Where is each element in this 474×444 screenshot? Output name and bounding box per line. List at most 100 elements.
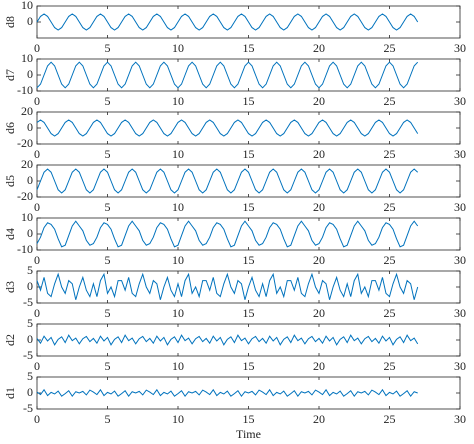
x-tick-label: 0 xyxy=(34,147,40,161)
x-tick-label: 25 xyxy=(384,306,396,320)
axes-frame xyxy=(36,111,461,145)
y-axis-label: d3 xyxy=(3,281,17,293)
y-axis-label: d7 xyxy=(3,69,17,81)
x-tick-label: 20 xyxy=(313,359,325,373)
y-axis-label: d5 xyxy=(3,175,17,187)
data-line xyxy=(36,13,419,31)
x-tick-label: 5 xyxy=(105,412,111,426)
x-tick-label: 15 xyxy=(243,200,255,214)
x-tick-label: 20 xyxy=(313,94,325,108)
x-tick-label: 5 xyxy=(105,359,111,373)
y-tick-label: 20 xyxy=(21,104,33,118)
y-tick-label: 20 xyxy=(21,157,33,171)
x-axis-label: Time xyxy=(236,427,261,441)
x-tick-label: 30 xyxy=(454,412,466,426)
x-tick-label: 15 xyxy=(243,359,255,373)
x-tick-label: 20 xyxy=(313,41,325,55)
x-tick-label: 20 xyxy=(313,412,325,426)
x-tick-label: 5 xyxy=(105,306,111,320)
y-tick-label: -5 xyxy=(23,295,33,309)
x-tick-label: 5 xyxy=(105,147,111,161)
x-tick-label: 25 xyxy=(384,94,396,108)
x-tick-label: 10 xyxy=(172,412,184,426)
x-tick-label: 10 xyxy=(172,147,184,161)
x-tick-label: 10 xyxy=(172,253,184,267)
x-tick-label: 0 xyxy=(34,253,40,267)
data-line xyxy=(36,334,419,346)
x-tick-label: 10 xyxy=(172,200,184,214)
x-tick-label: 15 xyxy=(243,412,255,426)
y-axis-label: d2 xyxy=(3,334,17,346)
y-tick-label: -20 xyxy=(17,136,33,150)
y-tick-label: 5 xyxy=(27,316,33,330)
x-tick-label: 15 xyxy=(243,253,255,267)
x-tick-label: 30 xyxy=(454,147,466,161)
x-tick-label: 0 xyxy=(34,306,40,320)
y-tick-label: 0 xyxy=(27,120,33,134)
y-tick-label: 10 xyxy=(21,51,33,65)
x-tick-label: 25 xyxy=(384,253,396,267)
x-tick-label: 10 xyxy=(172,306,184,320)
x-tick-label: 20 xyxy=(313,253,325,267)
y-axis-label: d1 xyxy=(3,387,17,399)
x-tick-label: 0 xyxy=(34,94,40,108)
axes-frame xyxy=(36,164,461,198)
y-axis-label: d4 xyxy=(3,228,17,240)
data-line xyxy=(36,388,418,398)
x-tick-label: 30 xyxy=(454,94,466,108)
x-tick-label: 15 xyxy=(243,41,255,55)
y-tick-label: 0 xyxy=(27,385,33,399)
data-line xyxy=(36,272,419,300)
x-tick-label: 30 xyxy=(454,359,466,373)
x-tick-label: 15 xyxy=(243,147,255,161)
y-tick-label: 0 xyxy=(27,14,33,28)
x-tick-label: 30 xyxy=(454,41,466,55)
x-tick-label: 25 xyxy=(384,41,396,55)
x-tick-label: 10 xyxy=(172,41,184,55)
x-tick-label: 20 xyxy=(313,306,325,320)
y-axis-label: d8 xyxy=(3,16,17,28)
y-axis-label: d6 xyxy=(3,122,17,134)
x-tick-label: 5 xyxy=(105,253,111,267)
x-tick-label: 0 xyxy=(34,41,40,55)
y-tick-label: 5 xyxy=(27,263,33,277)
x-tick-label: 30 xyxy=(454,253,466,267)
x-tick-label: 5 xyxy=(105,41,111,55)
data-line xyxy=(36,61,419,89)
y-tick-label: 0 xyxy=(27,67,33,81)
y-tick-label: -5 xyxy=(23,348,33,362)
y-tick-label: 0 xyxy=(27,173,33,187)
y-tick-label: 10 xyxy=(21,210,33,224)
y-tick-label: -5 xyxy=(23,401,33,415)
data-line xyxy=(36,119,419,137)
y-tick-label: 0 xyxy=(27,226,33,240)
y-tick-label: -10 xyxy=(17,83,33,97)
y-tick-label: -20 xyxy=(17,189,33,203)
x-tick-label: 15 xyxy=(243,306,255,320)
axes-frame xyxy=(36,217,461,251)
x-tick-label: 0 xyxy=(34,200,40,214)
x-tick-label: 5 xyxy=(105,200,111,214)
y-tick-label: 0 xyxy=(27,279,33,293)
x-tick-label: 10 xyxy=(172,359,184,373)
x-tick-label: 20 xyxy=(313,200,325,214)
y-tick-label: 5 xyxy=(27,369,33,383)
x-tick-label: 25 xyxy=(384,200,396,214)
x-tick-label: 30 xyxy=(454,306,466,320)
axes-frame xyxy=(36,58,461,92)
y-tick-label: 10 xyxy=(21,0,33,12)
x-tick-label: 5 xyxy=(105,94,111,108)
y-tick-label: 0 xyxy=(27,332,33,346)
x-tick-label: 15 xyxy=(243,94,255,108)
data-line xyxy=(36,220,419,248)
y-tick-label: -10 xyxy=(17,242,33,256)
x-tick-label: 0 xyxy=(34,412,40,426)
x-tick-label: 25 xyxy=(384,359,396,373)
data-line xyxy=(36,168,419,194)
x-tick-label: 25 xyxy=(384,412,396,426)
x-tick-label: 20 xyxy=(313,147,325,161)
x-tick-label: 10 xyxy=(172,94,184,108)
x-tick-label: 30 xyxy=(454,200,466,214)
x-tick-label: 0 xyxy=(34,359,40,373)
